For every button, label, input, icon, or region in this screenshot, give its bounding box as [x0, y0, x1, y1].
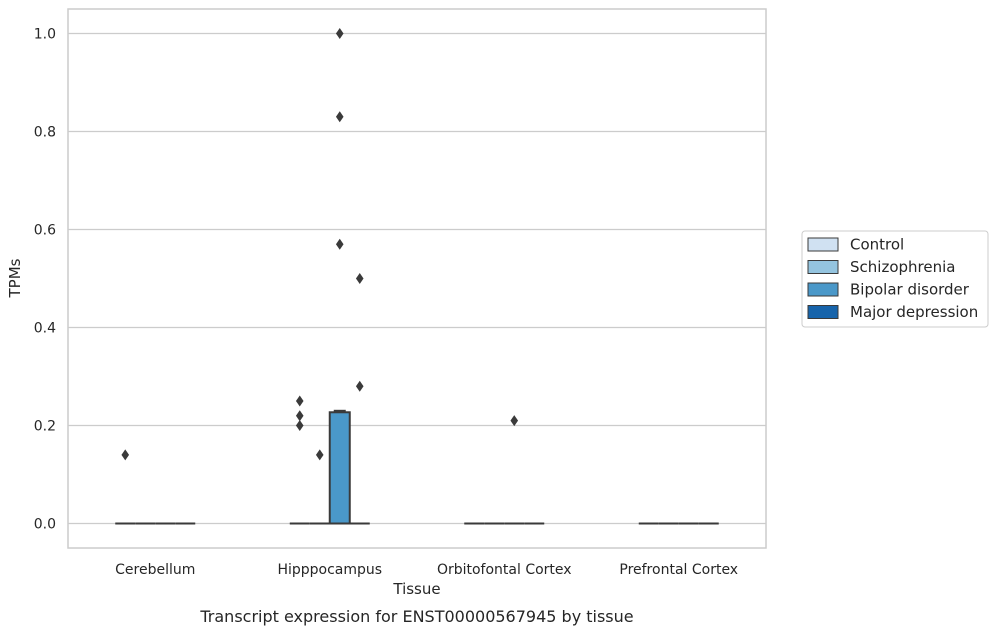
legend-swatch — [807, 260, 839, 274]
outlier-point — [335, 238, 344, 250]
outlier-points — [121, 28, 519, 461]
outlier-point — [510, 415, 519, 427]
y-tick-label: 0.0 — [34, 517, 56, 533]
outlier-point — [315, 449, 324, 461]
legend-item: Schizophrenia — [807, 258, 955, 276]
legend-item: Control — [807, 236, 904, 254]
legend: Control Schizophrenia Bipolar disorder Majo… — [801, 230, 989, 328]
x-axis-label: Tissue — [392, 580, 440, 598]
legend-item: Bipolar disorder — [807, 281, 970, 299]
box-groups — [115, 409, 719, 525]
y-axis-label: TPMs — [6, 258, 24, 298]
legend-swatch — [807, 237, 839, 252]
outlier-point — [355, 273, 364, 284]
box-body — [328, 411, 351, 525]
outlier-point — [355, 380, 364, 392]
y-tick-label: 0.4 — [34, 321, 56, 337]
x-tick-label: Hipppocampus — [277, 562, 382, 578]
y-tick-label: 1.0 — [34, 27, 56, 43]
plot-area-frame — [67, 8, 767, 549]
x-tick-label: Orbitofontal Cortex — [437, 562, 572, 578]
outlier-point — [335, 28, 344, 39]
legend-label: Bipolar disorder — [850, 281, 970, 299]
chart-caption: Transcript expression for ENST0000056794… — [199, 607, 633, 626]
legend-swatch — [807, 305, 839, 319]
y-tick-label: 0.6 — [34, 223, 56, 239]
legend-label: Control — [850, 236, 904, 254]
y-tick-label: 0.8 — [34, 125, 56, 141]
outlier-point — [335, 111, 344, 123]
legend-item: Major depression — [807, 303, 978, 321]
gridlines — [68, 32, 766, 525]
legend-label: Major depression — [850, 303, 978, 321]
outlier-point — [121, 449, 130, 461]
legend-swatch — [807, 282, 839, 297]
x-tick-labels: Cerebellum Hipppocampus Orbitofontal Corte… — [115, 562, 738, 578]
y-tick-label: 0.2 — [34, 419, 56, 435]
x-tick-label: Prefrontal Cortex — [619, 562, 738, 578]
outlier-point — [295, 395, 304, 407]
outlier-point — [295, 420, 304, 431]
x-tick-label: Cerebellum — [115, 562, 195, 578]
legend-label: Schizophrenia — [850, 258, 955, 276]
y-tick-labels: 0.0 0.2 0.4 0.6 0.8 1.0 — [34, 27, 56, 533]
outlier-point — [295, 410, 304, 422]
legend-frame — [801, 230, 989, 328]
